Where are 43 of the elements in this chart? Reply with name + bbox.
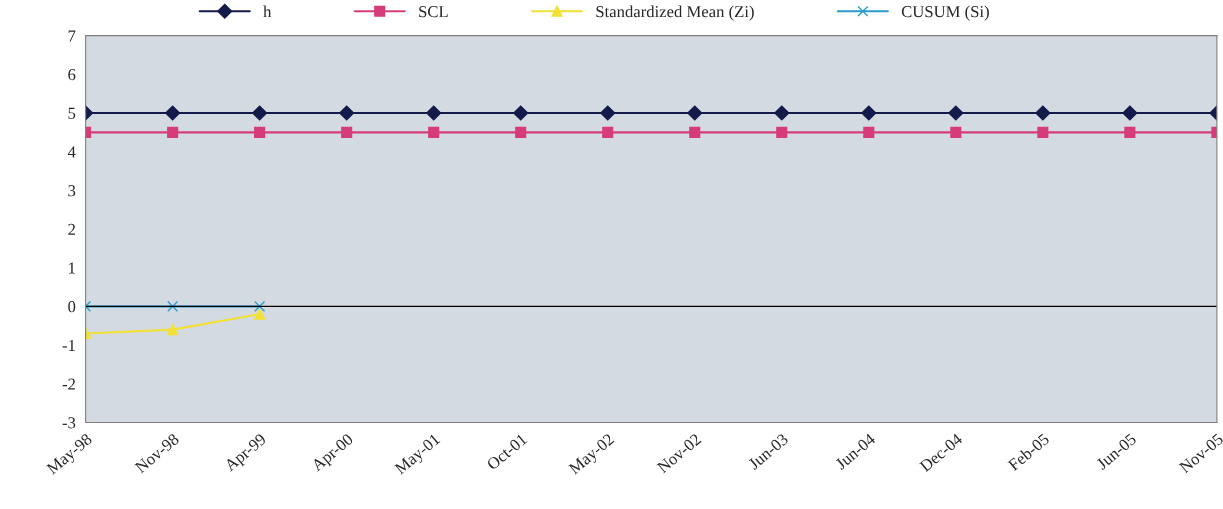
legend-label: h xyxy=(263,5,272,18)
legend-label: SCL xyxy=(419,6,448,18)
y-tick-label: 3 xyxy=(68,185,76,197)
point xyxy=(600,105,616,121)
point xyxy=(776,126,788,138)
point xyxy=(513,105,529,121)
y-tick-label: 6 xyxy=(68,69,76,81)
point xyxy=(341,126,353,138)
point xyxy=(689,126,701,138)
point xyxy=(948,105,964,121)
legend-label: CUSUM (Si) xyxy=(901,5,989,21)
point xyxy=(254,308,266,320)
y-tick-label: -2 xyxy=(62,378,75,390)
y-tick-label: -3 xyxy=(62,417,76,429)
point xyxy=(339,105,355,121)
point xyxy=(863,126,875,138)
y-tick-label: 7 xyxy=(68,30,76,42)
point xyxy=(254,300,266,312)
point xyxy=(1037,126,1049,138)
point xyxy=(254,126,266,138)
point xyxy=(774,105,790,121)
point xyxy=(426,105,442,121)
point xyxy=(428,126,440,138)
point xyxy=(252,105,268,121)
point xyxy=(167,324,179,336)
legend-label: Standardized Mean (Zi) xyxy=(596,5,754,21)
y-tick-label: 0 xyxy=(68,301,76,313)
point xyxy=(602,126,614,138)
point xyxy=(1035,105,1051,121)
point xyxy=(861,105,877,121)
point xyxy=(167,300,179,312)
y-tick-label: -1 xyxy=(62,339,75,351)
point xyxy=(950,126,962,138)
y-tick-label: 5 xyxy=(68,107,76,119)
point xyxy=(1122,105,1138,121)
point xyxy=(515,126,527,138)
y-tick-label: 4 xyxy=(67,146,76,158)
point xyxy=(687,105,703,121)
y-tick-label: 1 xyxy=(69,262,75,274)
point xyxy=(1124,126,1136,138)
y-tick-label: 2 xyxy=(68,223,75,235)
point xyxy=(167,126,179,138)
point xyxy=(165,105,181,121)
